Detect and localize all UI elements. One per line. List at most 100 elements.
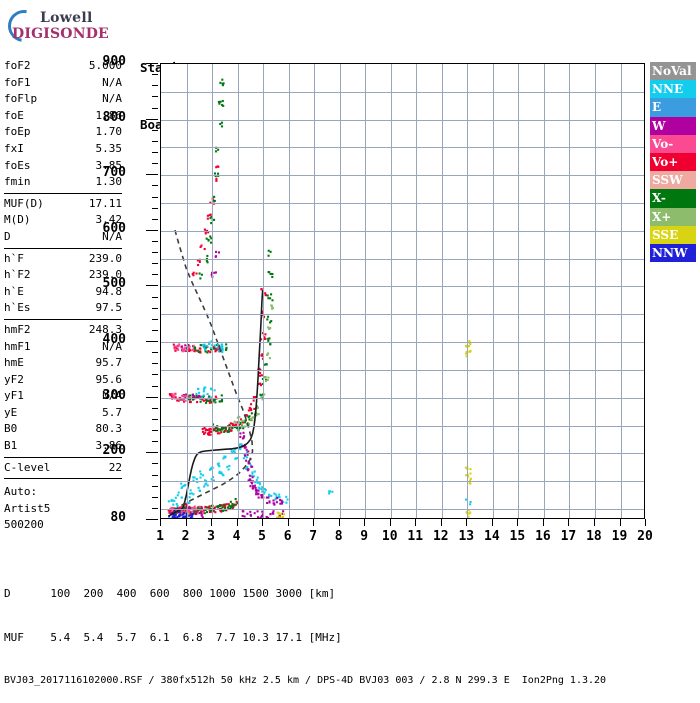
footer-distance-row: D 100 200 400 600 800 1000 1500 3000 [km… — [4, 587, 606, 602]
gridline-vertical — [263, 64, 264, 518]
parameter-value: 5.35 — [96, 141, 123, 158]
x-axis-tick — [186, 519, 187, 526]
parameter-key: yE — [4, 405, 17, 422]
y-axis-minor-tick — [152, 430, 158, 431]
y-axis-tick — [146, 519, 158, 520]
ionogram-plot-area[interactable] — [160, 63, 645, 519]
y-axis-minor-tick — [152, 185, 158, 186]
y-axis-minor-tick — [152, 441, 158, 442]
x-axis-tick — [620, 519, 621, 526]
auto-label: Auto: — [4, 484, 50, 501]
legend-item-x-[interactable]: X+ — [650, 208, 696, 226]
legend-item-w[interactable]: W — [650, 117, 696, 135]
y-axis-tick-label: 800 — [103, 110, 126, 125]
x-axis-tick — [364, 519, 365, 526]
x-axis-tick-label: 18 — [582, 529, 606, 544]
y-axis-minor-tick — [152, 263, 158, 264]
x-axis-tick-label: 7 — [301, 529, 325, 544]
logo-digisonde-text: DIGISONDE — [12, 26, 109, 42]
parameter-row: yE 5.7 — [4, 405, 122, 422]
y-axis-minor-tick — [152, 274, 158, 275]
legend-item-noval[interactable]: NoVal — [650, 62, 696, 80]
parameter-key: foFlp — [4, 91, 37, 108]
legend-item-nne[interactable]: NNE — [650, 80, 696, 98]
parameter-key: yF2 — [4, 372, 24, 389]
parameter-value: N/A — [102, 91, 122, 108]
legend-item-vo-[interactable]: Vo- — [650, 135, 696, 153]
parameter-separator — [4, 319, 122, 320]
parameter-key: yF1 — [4, 388, 24, 405]
gridline-horizontal — [161, 175, 644, 176]
x-axis-tick-label: 5 — [250, 529, 274, 544]
legend-item-ssw[interactable]: SSW — [650, 171, 696, 189]
gridline-vertical — [365, 64, 366, 518]
parameter-key: h`F2 — [4, 267, 31, 284]
gridline-vertical — [314, 64, 315, 518]
x-axis-tick — [492, 519, 493, 526]
gridline-vertical — [621, 64, 622, 518]
ionogram-plot-wrapper — [160, 63, 645, 519]
x-axis-tick-label: 2 — [174, 529, 198, 544]
y-axis-minor-tick — [152, 163, 158, 164]
y-axis-minor-tick — [152, 152, 158, 153]
y-axis-minor-tick — [152, 475, 158, 476]
footer-muf-row: MUF 5.4 5.4 5.7 6.1 6.8 7.7 10.3 17.1 [M… — [4, 631, 606, 646]
x-axis-tick — [160, 519, 161, 526]
y-axis-minor-tick — [152, 508, 158, 509]
parameter-key: h`E — [4, 284, 24, 301]
y-axis-minor-tick — [152, 419, 158, 420]
x-axis-tick-label: 4 — [225, 529, 249, 544]
gridline-horizontal — [161, 147, 644, 148]
legend-item-vo-[interactable]: Vo+ — [650, 153, 696, 171]
legend-item-nnw[interactable]: NNW — [650, 244, 696, 262]
parameter-key: fxI — [4, 141, 24, 158]
x-axis-tick-label: 13 — [454, 529, 478, 544]
parameter-key: foEs — [4, 158, 31, 175]
y-axis-minor-tick — [152, 308, 158, 309]
y-axis-minor-tick — [152, 108, 158, 109]
y-axis-minor-tick — [152, 208, 158, 209]
legend-item-x-[interactable]: X- — [650, 189, 696, 207]
gridline-vertical — [467, 64, 468, 518]
gridline-vertical — [289, 64, 290, 518]
x-axis-tick — [543, 519, 544, 526]
y-axis-minor-tick — [152, 252, 158, 253]
x-axis-tick-label: 15 — [505, 529, 529, 544]
legend-item-e[interactable]: E — [650, 98, 696, 116]
y-axis-minor-tick — [152, 96, 158, 97]
parameter-key: foEp — [4, 124, 31, 141]
y-axis-minor-tick — [152, 241, 158, 242]
parameter-value: 5.7 — [102, 405, 122, 422]
gridline-horizontal — [161, 509, 644, 510]
parameter-value: 22 — [109, 460, 122, 477]
gridline-vertical — [569, 64, 570, 518]
gridline-horizontal — [161, 314, 644, 315]
x-axis-tick — [237, 519, 238, 526]
x-axis-tick — [390, 519, 391, 526]
y-axis-minor-tick — [152, 497, 158, 498]
y-axis-tick-label: 900 — [103, 54, 126, 69]
x-axis-tick — [568, 519, 569, 526]
x-axis-tick-label: 16 — [531, 529, 555, 544]
y-axis-tick — [146, 452, 158, 453]
x-axis-tick — [288, 519, 289, 526]
gridline-vertical — [391, 64, 392, 518]
parameter-key: M(D) — [4, 212, 31, 229]
ionogram-echo-traces — [161, 64, 644, 518]
y-axis-tick — [146, 119, 158, 120]
y-axis-minor-tick — [152, 197, 158, 198]
parameter-value: 97.5 — [96, 300, 123, 317]
parameter-key: B1 — [4, 438, 17, 455]
x-axis-tick-label: 14 — [480, 529, 504, 544]
y-axis-minor-tick — [152, 408, 158, 409]
legend-item-sse[interactable]: SSE — [650, 226, 696, 244]
parameter-key: foE — [4, 108, 24, 125]
x-axis-tick-label: 1 — [148, 529, 172, 544]
auto-artist-version: Artist5 — [4, 501, 50, 518]
parameter-row: MUF(D)17.11 — [4, 196, 122, 213]
gridline-vertical — [187, 64, 188, 518]
gridline-horizontal — [161, 120, 644, 121]
